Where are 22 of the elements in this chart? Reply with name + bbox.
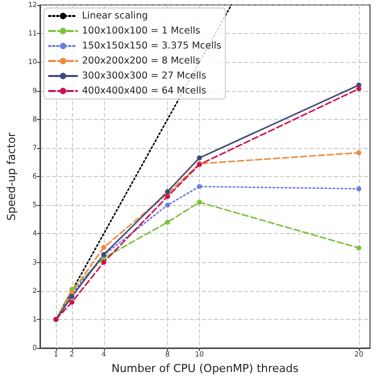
- point: [69, 294, 74, 300]
- point: [101, 244, 106, 250]
- legend-label: Linear scaling: [82, 10, 148, 22]
- point: [165, 220, 170, 225]
- legend-label: 300x300x300 = 27 Mcells: [82, 70, 206, 82]
- point: [196, 200, 202, 205]
- point: [69, 300, 74, 305]
- point: [196, 184, 202, 190]
- point: [196, 155, 202, 160]
- legend-label: 150x150x150 = 3.375 Mcells: [82, 40, 222, 52]
- legend-label: 200x200x200 = 8 Mcells: [82, 56, 200, 66]
- point: [356, 245, 362, 250]
- point: [165, 194, 170, 200]
- point: [356, 186, 362, 192]
- point: [165, 202, 170, 208]
- legend-label: 400x400x400 = 64 Mcells: [82, 86, 206, 96]
- legend-label: 100x100x100 = 1 Mcells: [82, 26, 200, 36]
- x-axis-title: Number of CPU (OpenMP) threads: [111, 362, 299, 375]
- y-axis-title: Speed-up factor: [5, 132, 18, 221]
- point: [356, 150, 362, 156]
- point: [356, 86, 362, 92]
- point: [101, 260, 106, 265]
